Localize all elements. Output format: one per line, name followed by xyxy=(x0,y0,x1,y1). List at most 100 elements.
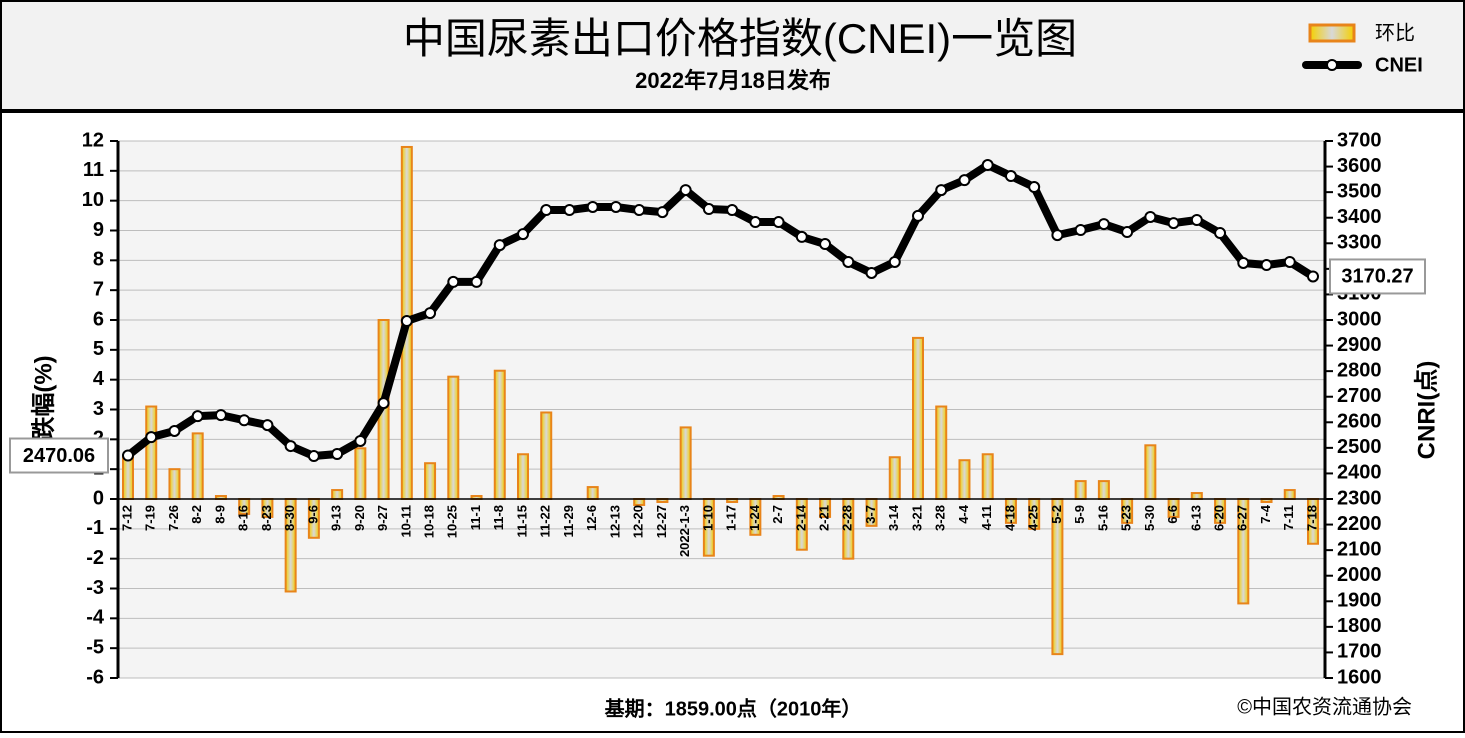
cnei-point xyxy=(1260,259,1273,272)
x-tick-label: 2-14 xyxy=(793,504,808,531)
cnei-point xyxy=(679,184,692,197)
y2-tick-label: 1800 xyxy=(1337,615,1382,637)
cnei-point xyxy=(424,307,437,320)
y-tick-label: -3 xyxy=(86,577,104,599)
y2-tick-label: 2300 xyxy=(1337,487,1382,509)
chart-title: 中国尿素出口价格指数(CNEI)一览图 xyxy=(403,15,1077,62)
y2-tick-label: 3500 xyxy=(1337,180,1382,202)
y-tick-label: 0 xyxy=(93,487,104,509)
y2-tick-label: 2200 xyxy=(1337,513,1382,535)
y2-tick-label: 2800 xyxy=(1337,359,1382,381)
y2-tick-label: 3600 xyxy=(1337,155,1382,177)
bar xyxy=(540,411,553,501)
y-tick-label: -5 xyxy=(86,636,104,658)
cnei-point xyxy=(958,174,971,187)
header xyxy=(2,2,1463,110)
x-tick-label: 3-14 xyxy=(886,504,901,531)
x-tick-label: 11-22 xyxy=(538,505,553,538)
y2-tick-label: 1900 xyxy=(1337,590,1382,612)
x-tick-label: 12-13 xyxy=(607,505,622,538)
value-label-box xyxy=(9,437,109,474)
cnei-point xyxy=(307,450,320,463)
cnei-point xyxy=(888,255,901,268)
x-tick-label: 7-4 xyxy=(1258,504,1273,524)
bar xyxy=(981,453,994,500)
x-tick-label: 1-10 xyxy=(700,505,715,531)
y-tick-label: -2 xyxy=(86,547,104,569)
y-tick-label: -6 xyxy=(86,666,104,688)
cnei-point xyxy=(981,159,994,172)
legend-swatch xyxy=(1326,59,1338,71)
x-tick-label: 2-21 xyxy=(816,505,831,531)
x-tick-label: 3-7 xyxy=(863,505,878,524)
footnote: 基期：1859.00点（2010年） xyxy=(605,696,862,720)
bar xyxy=(586,486,599,501)
cnei-point xyxy=(238,414,251,427)
cnei-point xyxy=(819,238,832,251)
x-tick-label: 4-4 xyxy=(956,504,971,524)
cnei-point xyxy=(795,230,808,243)
bar xyxy=(517,453,529,500)
cnei-point xyxy=(1190,214,1203,227)
chart-subtitle: 2022年7月18日发布 xyxy=(635,68,831,93)
cnei-point xyxy=(1074,223,1087,236)
bar xyxy=(447,375,460,500)
cnei-point xyxy=(493,239,506,252)
x-tick-label: 10-25 xyxy=(445,505,460,538)
y-tick-label: 9 xyxy=(93,219,104,241)
x-tick-label: 8-30 xyxy=(282,505,297,531)
bar xyxy=(122,456,134,501)
y2-tick-label: 3000 xyxy=(1337,308,1382,330)
cnei-point xyxy=(517,228,529,241)
x-tick-label: 8-2 xyxy=(189,505,204,524)
cnei-point xyxy=(1283,255,1296,268)
x-tick-label: 5-9 xyxy=(1072,505,1087,524)
x-tick-label: 6-20 xyxy=(1211,505,1226,531)
x-tick-label: 5-23 xyxy=(1119,505,1134,531)
cnei-point xyxy=(377,397,390,410)
bar xyxy=(679,426,692,500)
bar xyxy=(1097,480,1110,501)
x-tick-label: 11-15 xyxy=(514,505,529,538)
bar xyxy=(935,405,948,500)
bar xyxy=(424,462,437,501)
cnei-point xyxy=(1144,210,1157,223)
x-tick-label: 11-1 xyxy=(468,505,483,530)
x-tick-label: 5-16 xyxy=(1095,505,1110,531)
x-tick-label: 4-25 xyxy=(1026,505,1041,531)
x-tick-label: 8-9 xyxy=(212,505,227,524)
y2-tick-label: 3700 xyxy=(1337,129,1382,151)
cnei-point xyxy=(1097,218,1110,231)
x-tick-label: 2-7 xyxy=(770,505,785,524)
y2-tick-label: 2000 xyxy=(1337,564,1382,586)
x-tick-label: 12-27 xyxy=(654,505,669,538)
bar xyxy=(168,468,181,500)
cnei-point xyxy=(331,447,344,460)
x-tick-label: 4-18 xyxy=(1002,505,1017,531)
x-tick-label: 2022-1-3 xyxy=(677,505,692,557)
x-tick-label: 7-26 xyxy=(166,505,181,531)
x-tick-label: 1-24 xyxy=(747,504,762,531)
cnei-point xyxy=(609,200,622,213)
bar xyxy=(1190,492,1203,500)
y-tick-label: -1 xyxy=(86,517,104,539)
cnei-point xyxy=(1237,256,1250,269)
cnei-point xyxy=(1051,229,1064,242)
x-tick-label: 4-11 xyxy=(979,505,994,530)
bar xyxy=(331,489,344,500)
bar xyxy=(958,459,971,501)
cnei-point xyxy=(726,204,739,217)
cnei-point xyxy=(400,315,413,328)
bar xyxy=(633,498,646,506)
cnei-point xyxy=(912,209,924,222)
bar xyxy=(1074,480,1087,501)
cnei-point xyxy=(842,255,855,268)
cnei-point xyxy=(168,424,181,437)
cnei-point xyxy=(586,200,599,213)
y-tick-label: 4 xyxy=(93,368,105,390)
y-tick-label: 8 xyxy=(93,249,104,271)
x-tick-label: 11-29 xyxy=(561,505,576,538)
value-label-box xyxy=(1329,258,1426,295)
y-tick-label: -4 xyxy=(86,607,105,629)
